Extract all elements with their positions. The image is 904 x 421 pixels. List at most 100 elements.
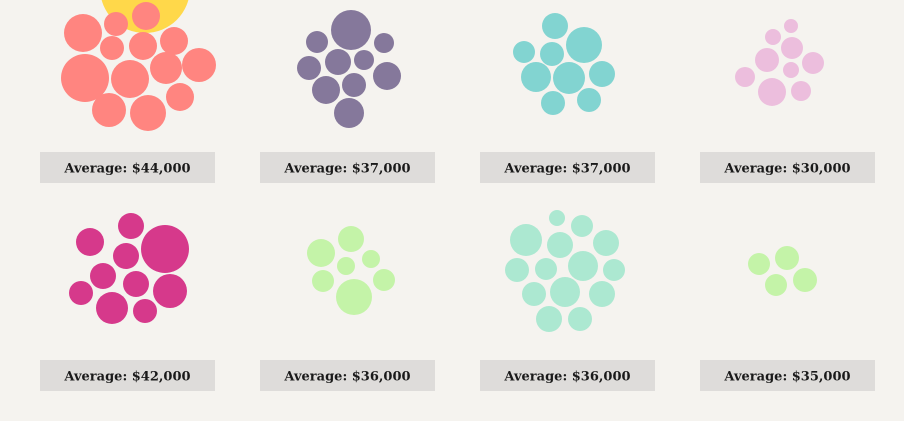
bubble-cluster-3 <box>513 13 615 115</box>
bubble-4-7 <box>783 62 799 78</box>
bubble-7-13 <box>536 306 562 332</box>
average-label-8: Average: $35,000 <box>723 370 850 385</box>
bubble-1-7 <box>182 48 216 82</box>
average-label-box-5 <box>40 360 215 391</box>
bubble-4-6 <box>735 67 755 87</box>
bubble-1-11 <box>166 83 194 111</box>
bubble-cluster-6 <box>307 226 395 315</box>
bubble-1-6 <box>129 32 157 60</box>
average-label-6: Average: $36,000 <box>283 370 410 385</box>
bubble-1-13 <box>130 95 166 131</box>
bubble-5-3 <box>141 225 189 273</box>
bubble-4-3 <box>781 37 803 59</box>
bubble-7-2 <box>571 215 593 237</box>
bubble-8-2 <box>748 253 770 275</box>
bubble-2-9 <box>342 73 366 97</box>
bubble-2-2 <box>306 31 328 53</box>
bubble-1-2 <box>104 12 128 36</box>
bubble-4-2 <box>765 29 781 45</box>
bubble-3-9 <box>577 88 601 112</box>
bubble-5-1 <box>118 213 144 239</box>
bubble-3-2 <box>513 41 535 63</box>
average-label-2: Average: $37,000 <box>283 162 410 177</box>
bubble-4-9 <box>791 81 811 101</box>
bubble-5-8 <box>153 274 187 308</box>
bubble-5-2 <box>76 228 104 256</box>
average-label-box-8 <box>700 360 875 391</box>
average-label-box-1 <box>40 152 215 183</box>
bubble-1-12 <box>92 93 126 127</box>
bubble-3-7 <box>589 61 615 87</box>
bubble-4-5 <box>802 52 824 74</box>
bubble-6-6 <box>312 270 334 292</box>
bubble-1-3 <box>132 2 160 30</box>
bubble-8-1 <box>775 246 799 270</box>
bubble-2-8 <box>312 76 340 104</box>
bubble-7-8 <box>568 251 598 281</box>
bubble-6-2 <box>307 239 335 267</box>
bubble-5-7 <box>69 281 93 305</box>
bubble-4-8 <box>758 78 786 106</box>
bubble-7-7 <box>535 258 557 280</box>
bubble-cluster-1 <box>61 2 216 131</box>
bubble-5-10 <box>133 299 157 323</box>
bubble-3-4 <box>566 27 602 63</box>
bubble-2-10 <box>334 98 364 128</box>
bubble-1-8 <box>61 54 109 102</box>
bubble-4-4 <box>755 48 779 72</box>
bubble-5-9 <box>96 292 128 324</box>
average-label-box-4 <box>700 152 875 183</box>
bubble-cluster-4 <box>735 19 824 106</box>
bubble-2-7 <box>373 62 401 90</box>
bubble-1-10 <box>150 52 182 84</box>
bubble-7-12 <box>589 281 615 307</box>
bubble-8-4 <box>765 274 787 296</box>
average-label-4: Average: $30,000 <box>723 162 850 177</box>
average-label-1: Average: $44,000 <box>63 162 190 177</box>
bubble-8-3 <box>793 268 817 292</box>
bubble-5-5 <box>90 263 116 289</box>
bubble-1-9 <box>111 60 149 98</box>
average-label-5: Average: $42,000 <box>63 370 190 385</box>
bubble-6-7 <box>336 279 372 315</box>
bubble-7-9 <box>603 259 625 281</box>
bubble-6-5 <box>373 269 395 291</box>
bubble-7-10 <box>522 282 546 306</box>
bubble-4-1 <box>784 19 798 33</box>
bubble-3-3 <box>540 42 564 66</box>
bubble-2-6 <box>354 50 374 70</box>
average-label-box-6 <box>260 360 435 391</box>
bubble-cluster-8 <box>748 246 817 296</box>
bubble-3-1 <box>542 13 568 39</box>
bubble-cluster-2 <box>297 10 401 128</box>
bubble-2-1 <box>331 10 371 50</box>
average-label-box-7 <box>480 360 655 391</box>
bubble-6-1 <box>338 226 364 252</box>
bubble-7-5 <box>593 230 619 256</box>
bubble-1-1 <box>64 14 102 52</box>
bubble-6-3 <box>362 250 380 268</box>
bubble-7-3 <box>510 224 542 256</box>
bubble-1-5 <box>100 36 124 60</box>
bubble-7-4 <box>547 232 573 258</box>
bubble-7-11 <box>550 277 580 307</box>
bubble-2-3 <box>374 33 394 53</box>
bubble-2-5 <box>325 49 351 75</box>
average-label-3: Average: $37,000 <box>503 162 630 177</box>
bubble-cluster-5 <box>69 213 189 324</box>
bubble-2-4 <box>297 56 321 80</box>
bubble-5-6 <box>123 271 149 297</box>
bubble-7-6 <box>505 258 529 282</box>
average-label-box-3 <box>480 152 655 183</box>
bubble-3-5 <box>521 62 551 92</box>
bubble-3-8 <box>541 91 565 115</box>
bubble-1-4 <box>160 27 188 55</box>
bubble-cluster-7 <box>505 210 625 332</box>
bubble-7-1 <box>549 210 565 226</box>
average-label-7: Average: $36,000 <box>503 370 630 385</box>
average-label-box-2 <box>260 152 435 183</box>
bubble-7-14 <box>568 307 592 331</box>
bubble-6-4 <box>337 257 355 275</box>
